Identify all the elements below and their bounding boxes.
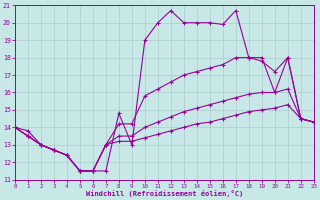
X-axis label: Windchill (Refroidissement éolien,°C): Windchill (Refroidissement éolien,°C) — [86, 190, 243, 197]
